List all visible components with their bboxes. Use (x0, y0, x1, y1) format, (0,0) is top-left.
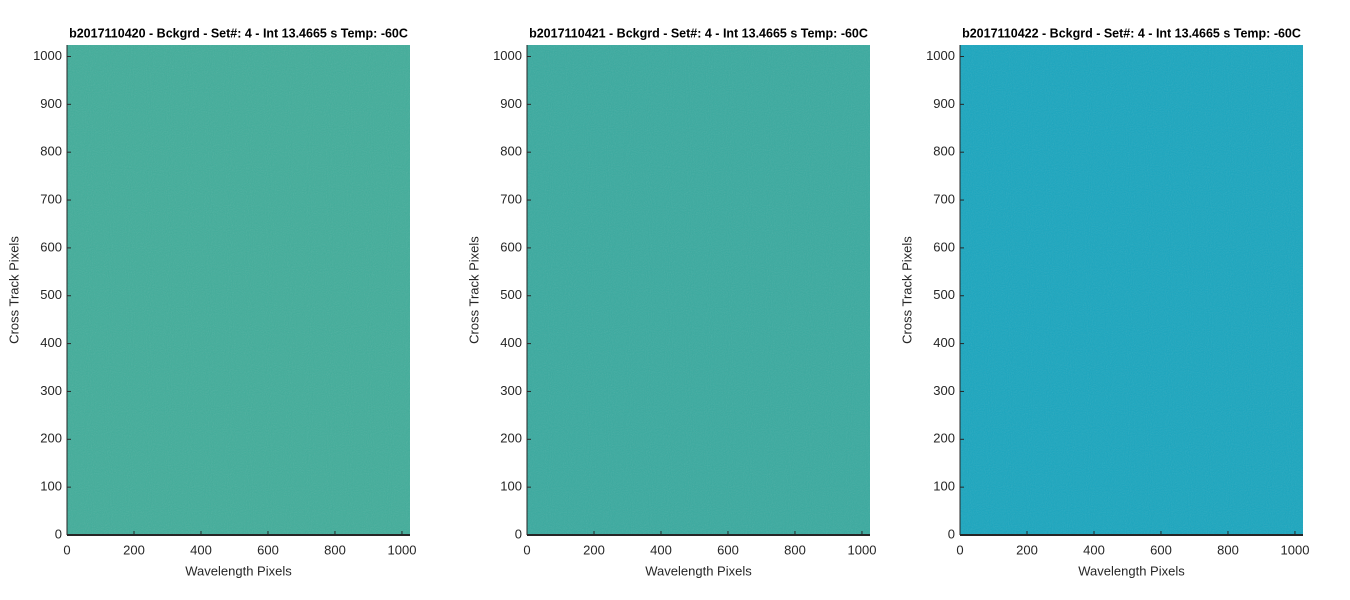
image-noise (527, 45, 870, 535)
image-noise (960, 45, 1303, 535)
y-tick-label: 800 (40, 144, 62, 159)
x-axis-label: Wavelength Pixels (185, 563, 292, 578)
y-tick-label: 200 (500, 431, 522, 446)
y-tick-label: 600 (933, 239, 955, 254)
y-tick-label: 1000 (493, 48, 522, 63)
x-tick-label: 200 (1016, 542, 1038, 557)
y-tick-label: 700 (500, 191, 522, 206)
y-tick-label: 200 (40, 431, 62, 446)
x-tick-label: 800 (324, 542, 346, 557)
y-tick-label: 400 (40, 335, 62, 350)
chart-title: b2017110420 - Bckgrd - Set#: 4 - Int 13.… (69, 26, 408, 40)
x-tick-label: 600 (1150, 542, 1172, 557)
x-tick-label: 1000 (388, 542, 417, 557)
x-axis-label: Wavelength Pixels (1078, 563, 1185, 578)
chart-title: b2017110422 - Bckgrd - Set#: 4 - Int 13.… (962, 26, 1301, 40)
y-tick-label: 900 (500, 96, 522, 111)
x-tick-label: 800 (1217, 542, 1239, 557)
y-tick-label: 200 (933, 431, 955, 446)
y-tick-label: 400 (933, 335, 955, 350)
y-tick-label: 900 (40, 96, 62, 111)
y-tick-label: 500 (40, 287, 62, 302)
x-tick-label: 200 (583, 542, 605, 557)
x-tick-label: 0 (63, 542, 70, 557)
x-tick-label: 800 (784, 542, 806, 557)
x-tick-label: 1000 (1281, 542, 1310, 557)
y-tick-label: 100 (933, 479, 955, 494)
x-tick-label: 200 (123, 542, 145, 557)
y-axis-label: Cross Track Pixels (6, 236, 21, 344)
y-tick-label: 400 (500, 335, 522, 350)
x-tick-label: 400 (1083, 542, 1105, 557)
y-tick-label: 1000 (33, 48, 62, 63)
x-tick-label: 0 (956, 542, 963, 557)
y-tick-label: 600 (500, 239, 522, 254)
x-axis-label: Wavelength Pixels (645, 563, 752, 578)
y-tick-label: 500 (933, 287, 955, 302)
y-tick-label: 900 (933, 96, 955, 111)
y-tick-label: 300 (933, 383, 955, 398)
y-tick-label: 600 (40, 239, 62, 254)
y-tick-label: 100 (40, 479, 62, 494)
x-tick-label: 400 (190, 542, 212, 557)
y-tick-label: 300 (40, 383, 62, 398)
y-tick-label: 700 (933, 191, 955, 206)
y-tick-label: 0 (515, 526, 522, 541)
y-tick-label: 0 (55, 526, 62, 541)
x-tick-label: 400 (650, 542, 672, 557)
y-tick-label: 100 (500, 479, 522, 494)
x-tick-label: 600 (717, 542, 739, 557)
y-tick-label: 500 (500, 287, 522, 302)
y-axis-label: Cross Track Pixels (466, 236, 481, 344)
y-tick-label: 800 (933, 144, 955, 159)
chart-title: b2017110421 - Bckgrd - Set#: 4 - Int 13.… (529, 26, 868, 40)
y-tick-label: 700 (40, 191, 62, 206)
y-tick-label: 1000 (926, 48, 955, 63)
y-tick-label: 800 (500, 144, 522, 159)
x-tick-label: 1000 (848, 542, 877, 557)
x-tick-label: 0 (523, 542, 530, 557)
y-tick-label: 300 (500, 383, 522, 398)
y-axis-label: Cross Track Pixels (899, 236, 914, 344)
image-noise (67, 45, 410, 535)
x-tick-label: 600 (257, 542, 279, 557)
y-tick-label: 0 (948, 526, 955, 541)
